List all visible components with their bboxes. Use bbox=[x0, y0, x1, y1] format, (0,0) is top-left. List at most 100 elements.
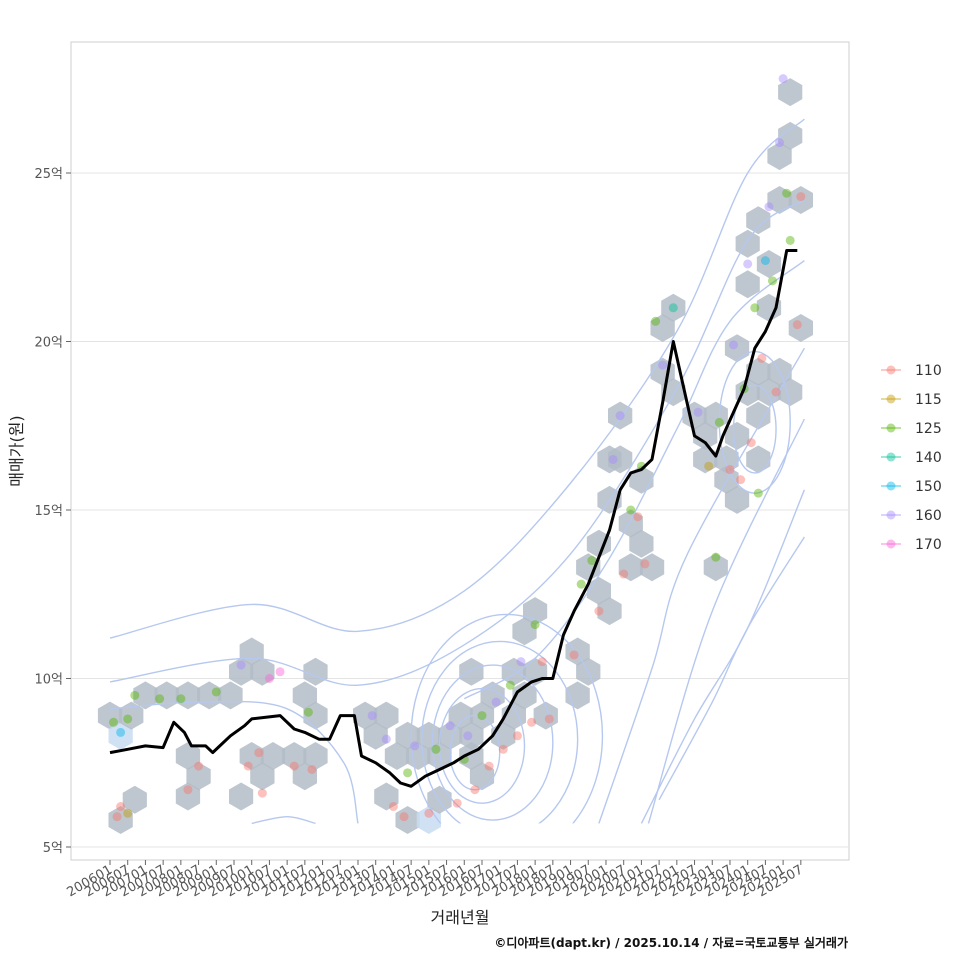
legend-label: 140 bbox=[915, 450, 942, 466]
hexbin-cell bbox=[250, 762, 275, 791]
scatter-point-160 bbox=[778, 74, 788, 84]
scatter-point-110 bbox=[771, 387, 781, 397]
hexbin-cell bbox=[282, 742, 307, 770]
density-contour bbox=[647, 418, 806, 824]
scatter-point-160 bbox=[367, 711, 377, 721]
hexbin-cell bbox=[448, 701, 473, 730]
scatter-point-110 bbox=[746, 438, 756, 448]
hexbin-cell bbox=[175, 742, 201, 770]
density-contour bbox=[109, 199, 805, 686]
scatter-point-125 bbox=[530, 620, 540, 630]
scatter-point-125 bbox=[767, 276, 777, 286]
hexbin-cell bbox=[778, 378, 803, 407]
legend-label: 160 bbox=[915, 508, 942, 524]
y-tick-label: 15억 bbox=[34, 504, 63, 519]
scatter-point-110 bbox=[512, 731, 522, 741]
hexbin-cell bbox=[119, 701, 144, 730]
density-contour-ring bbox=[438, 687, 526, 804]
scatter-point-110 bbox=[633, 512, 643, 522]
hexbin-cell bbox=[746, 401, 771, 430]
scatter-point-110 bbox=[796, 192, 806, 202]
scatter-point-125 bbox=[211, 687, 221, 697]
scatter-point-110 bbox=[736, 475, 746, 485]
legend-item-115: 115 bbox=[881, 392, 942, 408]
scatter-point-160 bbox=[410, 741, 420, 751]
hexbin-cell bbox=[395, 721, 420, 750]
hexbin-cell bbox=[108, 806, 133, 834]
y-axis-title: 매매가(원) bbox=[7, 415, 26, 486]
scatter-point-110 bbox=[243, 761, 253, 771]
scatter-point-125 bbox=[176, 694, 186, 704]
hexbin-cell bbox=[459, 721, 484, 750]
legend-label: 150 bbox=[915, 479, 942, 495]
scatter-point-160 bbox=[491, 697, 501, 707]
scatter-point-110 bbox=[544, 714, 554, 724]
scatter-point-160 bbox=[445, 721, 455, 731]
scatter-point-125 bbox=[109, 717, 119, 727]
scatter-point-125 bbox=[155, 694, 165, 704]
density-contour bbox=[598, 347, 806, 824]
scatter-point-110 bbox=[498, 744, 508, 754]
scatter-point-110 bbox=[183, 785, 193, 795]
density-contour bbox=[640, 489, 806, 824]
hexbin-cell bbox=[374, 701, 399, 730]
scatter-point-110 bbox=[569, 650, 579, 660]
hexbin-cell bbox=[122, 785, 147, 814]
hexbin-cell bbox=[714, 465, 739, 494]
legend-item-110: 110 bbox=[881, 363, 942, 379]
legend: 110 115 125 140 150 160 170 bbox=[881, 363, 942, 553]
scatter-point-125 bbox=[753, 488, 763, 498]
scatter-point-125 bbox=[403, 768, 413, 778]
hexbin-cell bbox=[533, 701, 558, 730]
scatter-point-110 bbox=[527, 717, 537, 727]
scatter-layer bbox=[109, 74, 806, 822]
hexbin-cell bbox=[788, 186, 813, 214]
legend-item-125: 125 bbox=[881, 421, 942, 437]
y-tick-label: 25억 bbox=[34, 167, 63, 182]
hexbin-cell bbox=[756, 293, 782, 322]
scatter-point-110 bbox=[537, 657, 547, 667]
scatter-point-125 bbox=[576, 579, 586, 589]
legend-key-point bbox=[886, 510, 896, 520]
hexbin-cell bbox=[756, 250, 782, 278]
hexbin-cell bbox=[353, 701, 378, 730]
hexbin-cell bbox=[661, 293, 686, 322]
hexbin-cell bbox=[586, 529, 611, 558]
scatter-point-110 bbox=[424, 808, 434, 818]
hexbin-cell bbox=[746, 357, 771, 386]
scatter-point-110 bbox=[452, 798, 462, 808]
hexbin-cell bbox=[469, 701, 495, 730]
scatter-point-110 bbox=[619, 569, 629, 579]
legend-key-point bbox=[886, 423, 896, 433]
legend-label: 115 bbox=[915, 392, 942, 408]
hexbin-cell bbox=[767, 142, 792, 171]
density-contour-ring bbox=[431, 664, 554, 821]
hexbin-cell bbox=[608, 401, 633, 430]
scatter-point-110 bbox=[194, 761, 204, 771]
scatter-point-160 bbox=[381, 734, 391, 744]
scatter-point-125 bbox=[711, 552, 721, 562]
y-axis: 5억 10억 15억 20억 25억 bbox=[34, 167, 71, 856]
legend-key-point bbox=[886, 365, 896, 375]
median-line-layer bbox=[109, 249, 798, 788]
scatter-point-125 bbox=[505, 680, 515, 690]
scatter-point-125 bbox=[626, 505, 636, 515]
legend-item-160: 160 bbox=[881, 508, 942, 524]
scatter-point-110 bbox=[289, 761, 299, 771]
legend-item-140: 140 bbox=[881, 450, 942, 466]
scatter-point-115 bbox=[704, 461, 714, 471]
hexbin-cell bbox=[629, 529, 654, 558]
scatter-point-160 bbox=[615, 411, 625, 421]
legend-item-170: 170 bbox=[881, 537, 942, 553]
legend-key-point bbox=[886, 452, 896, 462]
scatter-point-115 bbox=[123, 808, 133, 818]
legend-key-point bbox=[886, 481, 896, 491]
density-contour bbox=[109, 118, 805, 639]
hexbin-cell bbox=[767, 186, 792, 214]
hexbin-cell bbox=[778, 78, 803, 107]
density-contour-ring bbox=[421, 640, 579, 824]
hexbin-cell bbox=[229, 657, 254, 686]
hexbin-cell bbox=[363, 721, 388, 750]
scatter-point-160 bbox=[516, 657, 526, 667]
